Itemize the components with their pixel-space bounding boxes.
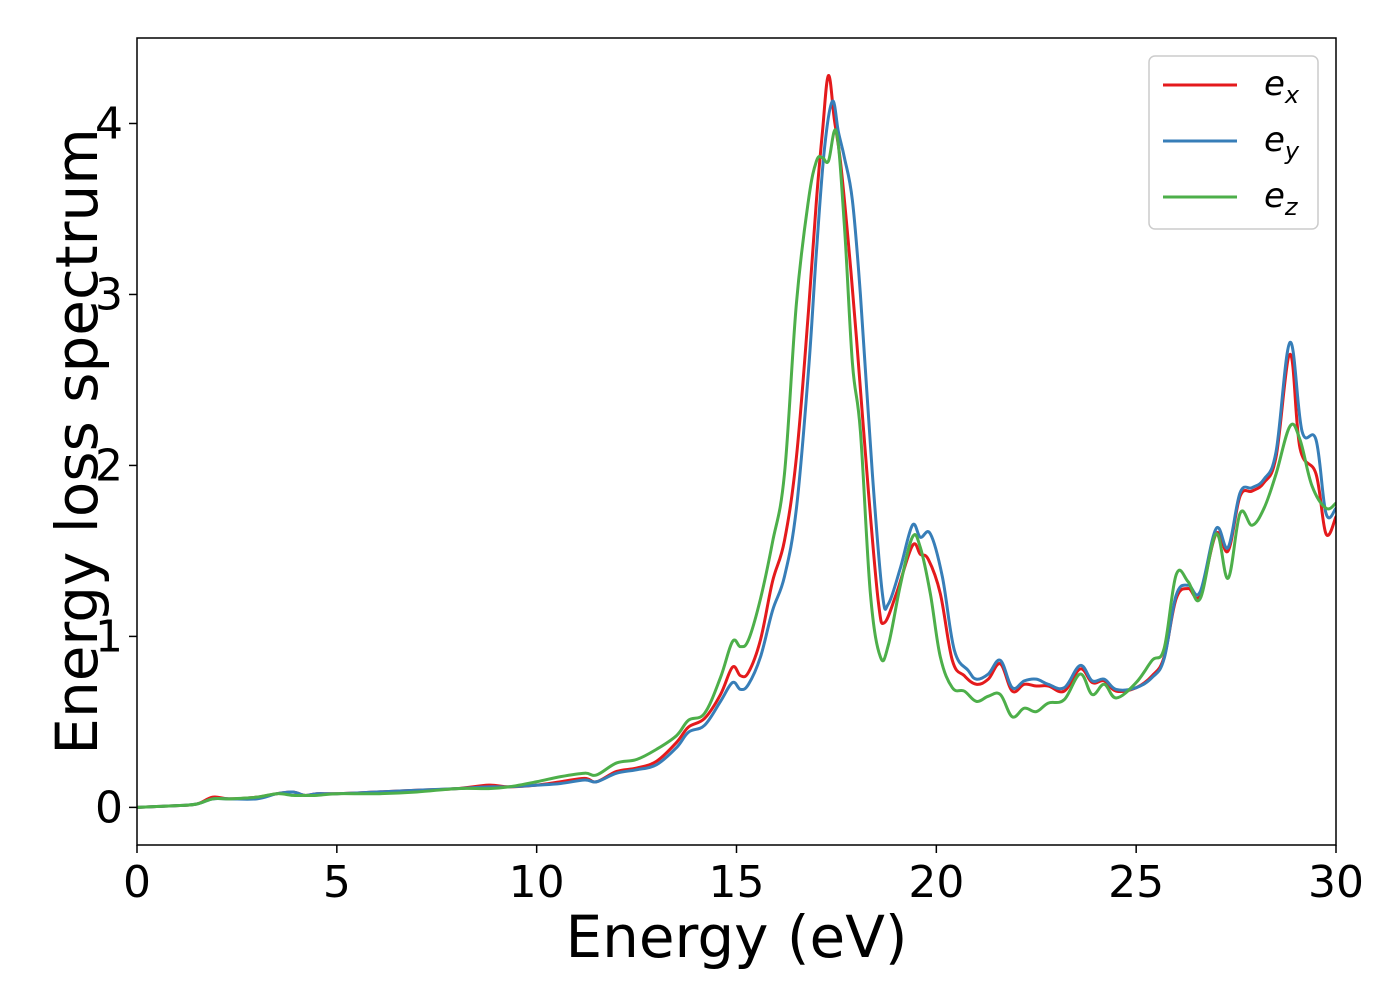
y-axis-label: Energy loss spectrum — [43, 128, 111, 754]
y-tick-label-4: 4 — [95, 98, 123, 149]
ticks-layer: 0 5 10 15 20 25 30 0 1 2 3 4 — [95, 98, 1364, 908]
legend-label-e-x: ex — [1264, 64, 1300, 109]
x-tick-label-25: 25 — [1108, 857, 1164, 908]
legend: ex ey ez — [1148, 55, 1319, 230]
y-tick-label-3: 3 — [95, 269, 123, 320]
series-line-e-y — [137, 99, 1336, 809]
x-tick-label-30: 30 — [1308, 857, 1364, 908]
series-line-e-z — [137, 128, 1336, 809]
y-tick-label-0: 0 — [95, 782, 123, 833]
x-axis-label: Energy (eV) — [565, 903, 907, 971]
x-tick-label-0: 0 — [123, 857, 151, 908]
y-tick-label-2: 2 — [95, 440, 123, 491]
legend-label-e-y: ey — [1264, 120, 1300, 165]
x-tick-label-10: 10 — [509, 857, 565, 908]
legend-label-e-z: ez — [1264, 176, 1299, 221]
series-layer — [137, 74, 1336, 809]
y-tick-label-1: 1 — [95, 611, 123, 662]
x-tick-label-20: 20 — [908, 857, 964, 908]
x-tick-label-15: 15 — [709, 857, 765, 908]
x-tick-label-5: 5 — [323, 857, 351, 908]
